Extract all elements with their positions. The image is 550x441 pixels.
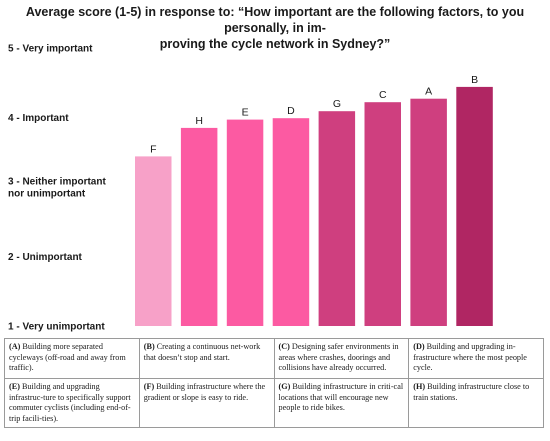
legend-cell: (H) Building infrastructure close to tra… [408, 378, 544, 428]
legend-key: (D) [413, 342, 425, 351]
y-tick-label: 5 - Very important [8, 44, 93, 55]
legend-description: Building and upgrading infrastruc-ture t… [9, 382, 131, 423]
y-tick-label-line: 5 - Very important [8, 44, 93, 55]
chart-title: Average score (1-5) in response to: “How… [6, 4, 544, 52]
bar-label: E [242, 107, 249, 119]
bar [135, 156, 172, 326]
bar [318, 111, 356, 326]
legend-description: Building and upgrading in-frastructure w… [413, 342, 527, 372]
y-tick-label: 2 - Unimportant [8, 252, 83, 263]
legend-description: Designing safer environments in areas wh… [278, 342, 399, 372]
y-tick-label: 4 - Important [8, 113, 69, 124]
bar [226, 119, 264, 326]
bar-label: F [150, 143, 156, 155]
legend-key: (C) [278, 342, 290, 351]
legend-row: (E) Building and upgrading infrastruc-tu… [4, 378, 544, 428]
bar [456, 86, 493, 327]
legend-key: (E) [9, 382, 20, 391]
legend-description: Building infrastructure where the gradie… [143, 382, 266, 402]
legend-cell: (F) Building infrastructure where the gr… [138, 378, 275, 428]
legend-cell: (C) Designing safer environments in area… [273, 338, 410, 379]
y-tick-label-line: 2 - Unimportant [8, 252, 83, 263]
bar [410, 98, 447, 326]
bar [272, 118, 310, 326]
bar-label: D [287, 105, 295, 117]
bar-chart: 5 - Very important 4 - Important 3 - Neith… [8, 44, 493, 333]
bar-label: C [379, 89, 387, 101]
bar-labels: F H E D G C A B [150, 74, 478, 155]
legend-cell: (D) Building and upgrading in-frastructu… [408, 338, 544, 379]
bar-label: A [425, 86, 432, 98]
legend-key: (G) [278, 382, 291, 391]
legend-description: Building infrastructure in criti-cal loc… [278, 382, 404, 412]
legend-cell: (G) Building infrastructure in criti-cal… [273, 378, 410, 428]
legend-key: (B) [143, 342, 155, 351]
legend-description: Building infrastructure close to train s… [413, 382, 530, 402]
y-tick-label-line: nor unimportant [8, 189, 86, 200]
bar-label: H [195, 115, 203, 127]
chart-title-line-2: proving the cycle network in Sydney?” [159, 37, 391, 51]
y-tick-label: 1 - Very unimportant [8, 322, 105, 333]
bar-label: B [471, 74, 478, 86]
y-tick-label-line: 3 - Neither important [8, 177, 106, 188]
legend-description: Building more separated cycleways (off-r… [9, 342, 126, 372]
legend-row: (A) Building more separated cycleways (o… [4, 338, 544, 379]
bar [180, 127, 218, 327]
legend-key: (H) [413, 382, 426, 391]
y-tick-label: 3 - Neither important nor unimportant [8, 177, 106, 200]
factor-legend-table: (A) Building more separated cycleways (o… [4, 338, 544, 428]
y-tick-label-line: 4 - Important [8, 113, 69, 124]
chart-title-line-1: Average score (1-5) in response to: “How… [25, 5, 525, 35]
legend-cell: (B) Creating a continuous net-work that … [138, 338, 275, 379]
bars [135, 86, 493, 327]
legend-cell: (E) Building and upgrading infrastruc-tu… [4, 378, 140, 428]
legend-description: Creating a continuous net-work that does… [143, 342, 261, 362]
bar-label: G [333, 98, 341, 110]
y-tick-label-line: 1 - Very unimportant [8, 322, 105, 333]
legend-key: (A) [9, 342, 21, 351]
legend-key: (F) [143, 382, 155, 391]
legend-cell: (A) Building more separated cycleways (o… [4, 338, 140, 379]
y-axis: 5 - Very important 4 - Important 3 - Neith… [8, 44, 106, 333]
bar [364, 102, 401, 326]
